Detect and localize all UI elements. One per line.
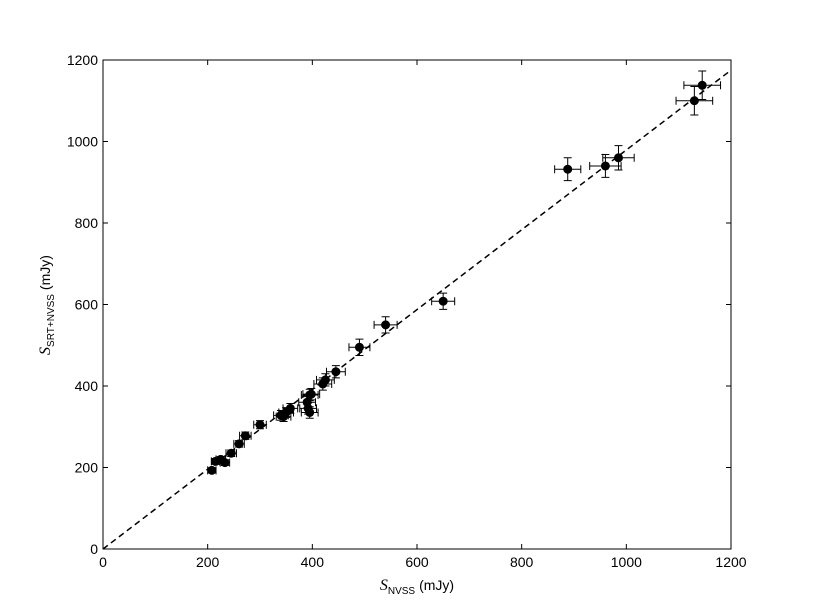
data-point [240,431,250,441]
x-tick-label: 1200 [715,554,746,570]
data-point [226,448,236,458]
data-point [438,296,448,306]
y-tick-label: 0 [90,541,98,557]
data-point [354,342,364,352]
x-axis-label: SNVSS (mJy) [380,577,454,597]
y-tick-label: 600 [75,297,99,313]
x-tick-label: 200 [196,554,220,570]
fit-line [102,69,732,550]
data-point [306,389,316,399]
y-tick-label: 1200 [67,52,98,68]
data-point [563,164,573,174]
data-point [689,96,699,106]
plot-frame [102,59,732,550]
data-point [613,153,623,163]
data-point [381,320,391,330]
y-tick-label: 200 [75,460,99,476]
x-tick-label: 800 [510,554,534,570]
data-point [285,403,295,413]
data-point [305,407,315,417]
y-tick-label: 400 [75,378,99,394]
data-point [220,458,230,468]
data-point [255,420,265,430]
data-point [320,375,330,385]
x-tick-label: 1000 [611,554,642,570]
data-point [234,439,244,449]
data-point [600,161,610,171]
data-point [331,367,341,377]
data-point [207,465,217,475]
data-point [697,80,707,90]
x-tick-label: 0 [99,554,107,570]
y-tick-label: 800 [75,215,99,231]
y-tick-label: 1000 [67,134,98,150]
x-tick-label: 600 [405,554,429,570]
x-tick-label: 400 [301,554,325,570]
y-axis-label: SSRT+NVSS(mJy) [37,255,57,355]
